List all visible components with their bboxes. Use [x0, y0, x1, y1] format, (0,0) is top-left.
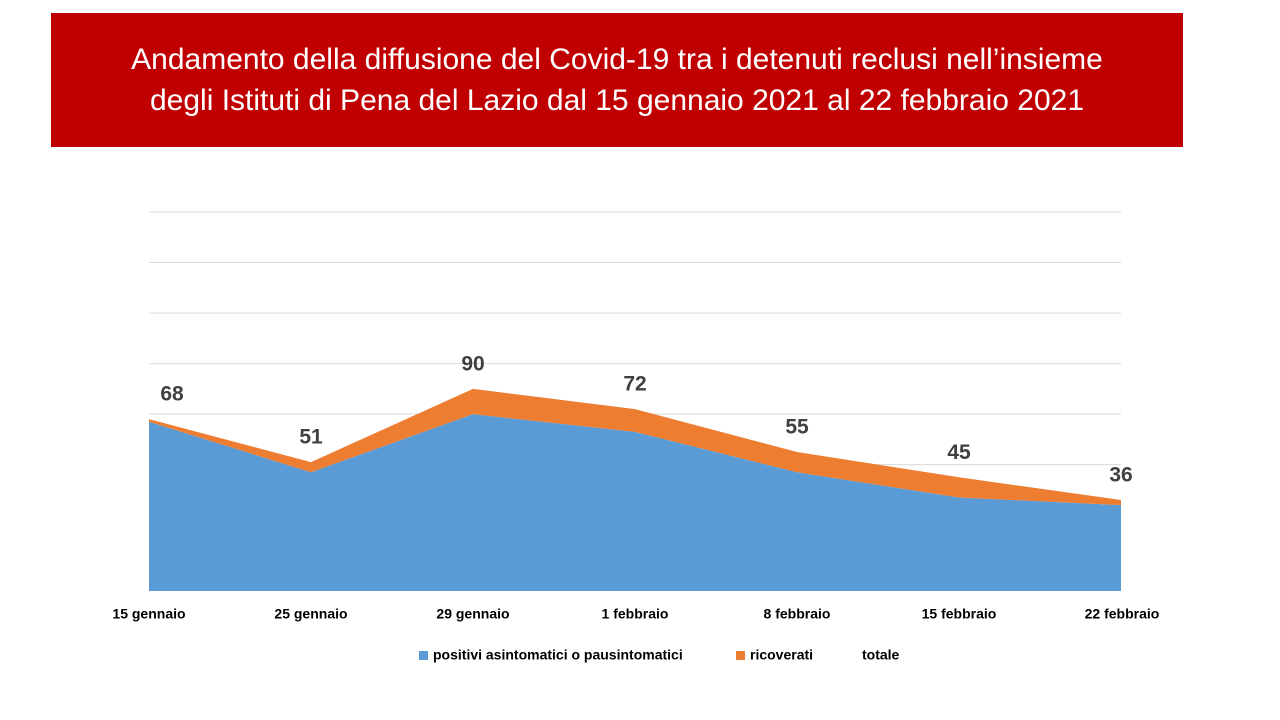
legend-label: totale: [862, 647, 900, 663]
legend-label: positivi asintomatici o pausintomatici: [433, 647, 683, 663]
data-label: 45: [947, 441, 971, 464]
data-label: 90: [461, 352, 484, 375]
x-tick-label: 25 gennaio: [274, 606, 347, 622]
data-label: 55: [785, 416, 809, 439]
legend-swatch: [736, 651, 745, 660]
title-box: Andamento della diffusione del Covid-19 …: [51, 13, 1183, 147]
data-label: 68: [160, 383, 184, 406]
x-tick-label: 8 febbraio: [764, 606, 831, 622]
x-tick-label: 15 gennaio: [112, 606, 185, 622]
area: [149, 414, 1121, 591]
x-tick-label: 15 febbraio: [922, 606, 997, 622]
x-tick-label: 1 febbraio: [602, 606, 669, 622]
x-tick-label: 29 gennaio: [436, 606, 509, 622]
legend-swatch: [419, 651, 428, 660]
data-label: 72: [623, 373, 646, 396]
area: [149, 388, 1121, 506]
x-tick-label: 22 febbraio: [1085, 606, 1160, 622]
legend-label: ricoverati: [750, 647, 813, 663]
chart-title: Andamento della diffusione del Covid-19 …: [131, 43, 1103, 117]
data-label: 36: [1109, 464, 1132, 487]
data-label: 51: [299, 426, 323, 449]
